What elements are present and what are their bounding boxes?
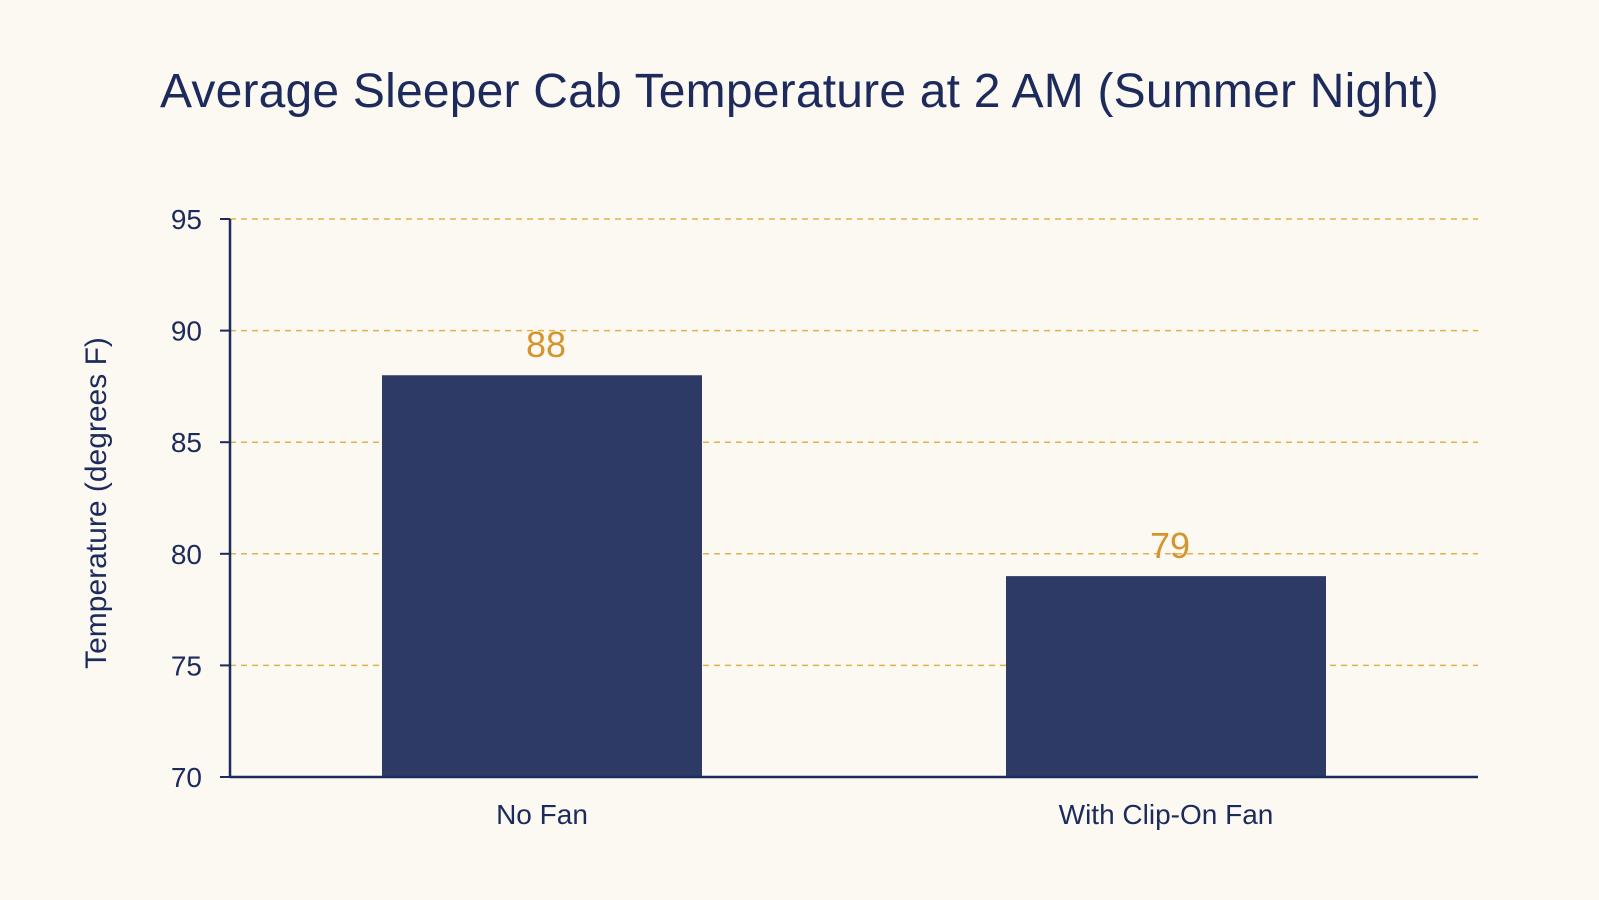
bar-value-label: 79: [1150, 525, 1190, 566]
y-tick-label: 90: [171, 316, 202, 347]
y-tick-label: 70: [171, 762, 202, 793]
x-category-label: With Clip-On Fan: [1059, 799, 1274, 830]
chart-title: Average Sleeper Cab Temperature at 2 AM …: [160, 65, 1439, 118]
x-category-label: No Fan: [496, 799, 588, 830]
bars: [382, 375, 1326, 777]
axes: [220, 218, 1478, 779]
bar-with-clip-on-fan: [1006, 576, 1326, 777]
bar-value-label: 88: [526, 324, 566, 365]
y-tick-label: 80: [171, 539, 202, 570]
y-tick-label: 75: [171, 650, 202, 681]
y-axis-title: Temperature (degrees F): [80, 337, 113, 669]
y-tick-label: 85: [171, 427, 202, 458]
bar-no-fan: [382, 375, 702, 777]
y-tick-label: 95: [171, 204, 202, 235]
labels: 70 75 80 85 90 95 88 No Fan 79 With Clip-On Fan: [171, 204, 1274, 830]
